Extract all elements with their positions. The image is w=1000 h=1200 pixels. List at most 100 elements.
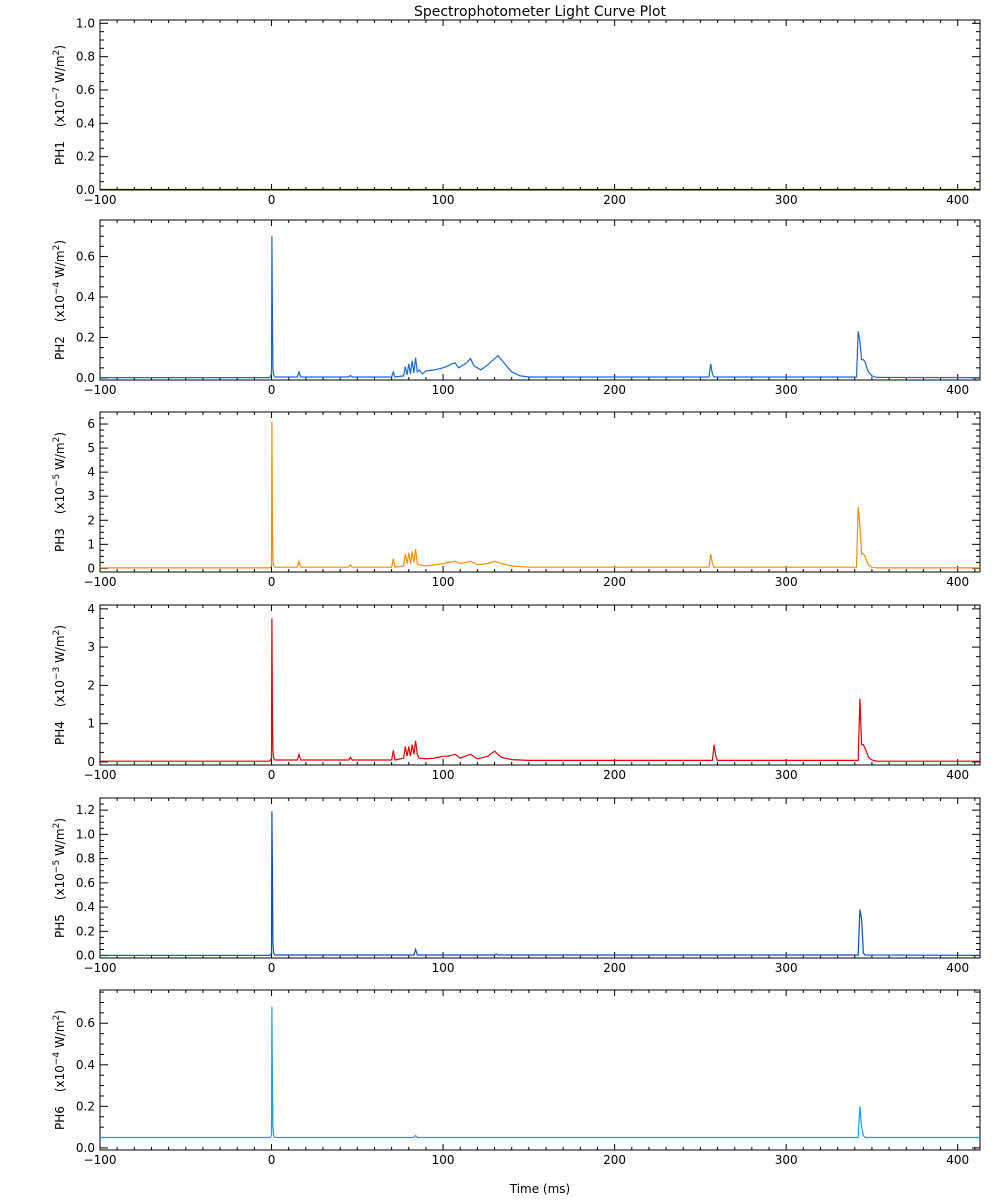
plot-frame bbox=[99, 411, 981, 573]
y-tick-label: 0.8 bbox=[76, 50, 95, 64]
x-tick-label: 200 bbox=[603, 768, 626, 782]
x-tick-label: −100 bbox=[84, 768, 117, 782]
panels: −100 0 100 200 300 4000.00.20.40.60.81.0PH1(x… bbox=[52, 16, 981, 1167]
y-axis-label-ylabel-prefix: PH6 bbox=[53, 1106, 67, 1130]
x-tick-label: 300 bbox=[775, 1153, 798, 1167]
x-tick-label: 400 bbox=[946, 1153, 969, 1167]
y-tick-label: 0.4 bbox=[76, 1058, 95, 1072]
x-tick-label: 100 bbox=[432, 1153, 455, 1167]
y-axis-label: PH6 (x10−4 W/m2) bbox=[52, 1010, 67, 1130]
y-tick-label: 0.2 bbox=[76, 150, 95, 164]
panel-ph6: −100 0 100 200 300 400 0.0 0.2 0.4 0.6 PH6 (x10−4 W… bbox=[52, 989, 981, 1167]
x-tick-label: 0 bbox=[268, 1153, 276, 1167]
y-axis-label-unit-rest: W/m bbox=[53, 442, 67, 473]
y-tick-label: 0.0 bbox=[76, 1141, 95, 1155]
y-axis-label-ylabel-prefix: PH4 bbox=[53, 721, 67, 745]
y-axis-label-ylabel-prefix: PH3 bbox=[53, 528, 67, 552]
x-tick-label: 200 bbox=[603, 193, 626, 207]
y-tick-label: 3 bbox=[87, 640, 95, 654]
y-axis-label-unit-exp: −7 bbox=[52, 87, 62, 100]
x-tick-label: 0 bbox=[268, 193, 276, 207]
y-axis-label-unit-base: (x10 bbox=[53, 487, 67, 514]
y-tick-label: 5 bbox=[87, 441, 95, 455]
y-tick-label: 0.0 bbox=[76, 371, 95, 385]
x-tick-label: −100 bbox=[84, 193, 117, 207]
x-tick-label: 300 bbox=[775, 768, 798, 782]
y-axis-label-unit-close: ) bbox=[53, 625, 67, 630]
y-axis-label-unit-rest: W/m bbox=[53, 250, 67, 281]
x-tick-label: 100 bbox=[432, 961, 455, 975]
y-tick-label: 0.8 bbox=[76, 852, 95, 866]
y-axis-label-ylabel-prefix: PH5 bbox=[53, 914, 67, 938]
x-tick-label: 100 bbox=[432, 768, 455, 782]
x-tick-label: 400 bbox=[946, 961, 969, 975]
y-axis-label-unit-sq: 2 bbox=[52, 823, 62, 829]
y-tick-label: 3 bbox=[87, 489, 95, 503]
y-tick-label: 4 bbox=[87, 602, 95, 616]
x-tick-label: −100 bbox=[84, 961, 117, 975]
plot-frame bbox=[99, 19, 981, 191]
series-line-ph4 bbox=[100, 618, 980, 762]
plot-frame bbox=[99, 989, 981, 1151]
y-tick-label: 0.6 bbox=[76, 249, 95, 263]
x-tick-label: 200 bbox=[603, 575, 626, 589]
x-tick-label: 100 bbox=[432, 383, 455, 397]
x-tick-label: −100 bbox=[84, 575, 117, 589]
y-axis-label-unit-close: ) bbox=[53, 45, 67, 50]
y-axis-label-unit-sq: 2 bbox=[52, 437, 62, 443]
x-tick-label: 0 bbox=[268, 961, 276, 975]
panel-ph1: −100 0 100 200 300 400 0.0 0.2 0.4 0.6 0.8 1.0 PH1 (x… bbox=[52, 16, 981, 207]
x-tick-label: 100 bbox=[432, 193, 455, 207]
y-axis-label-ylabel-prefix: PH2 bbox=[53, 336, 67, 360]
y-axis-label-unit-rest: W/m bbox=[53, 635, 67, 666]
y-tick-label: 0.4 bbox=[76, 900, 95, 914]
x-tick-label: −100 bbox=[84, 383, 117, 397]
plot-frame bbox=[99, 604, 981, 766]
x-tick-label: −100 bbox=[84, 1153, 117, 1167]
y-tick-label: 6 bbox=[87, 417, 95, 431]
y-axis-label-unit-exp: −5 bbox=[52, 474, 62, 487]
plot-frame bbox=[99, 797, 981, 959]
y-axis-label-unit-exp: −3 bbox=[52, 667, 62, 680]
y-tick-label: 0.2 bbox=[76, 924, 95, 938]
y-tick-label: 4 bbox=[87, 465, 95, 479]
y-tick-label: 0.0 bbox=[76, 183, 95, 197]
y-tick-label: 1.2 bbox=[76, 803, 95, 817]
x-tick-label: 400 bbox=[946, 575, 969, 589]
y-axis-label-unit-close: ) bbox=[53, 240, 67, 245]
x-tick-label: 0 bbox=[268, 768, 276, 782]
y-axis-label: PH1 (x10−7 W/m2) bbox=[52, 45, 67, 165]
y-tick-label: 1.0 bbox=[76, 827, 95, 841]
y-tick-label: 1.0 bbox=[76, 16, 95, 30]
y-axis-label-unit-base: (x10 bbox=[53, 1065, 67, 1092]
y-axis-label-unit-close: ) bbox=[53, 432, 67, 437]
series-line-ph3 bbox=[100, 421, 980, 569]
y-tick-label: 0.2 bbox=[76, 330, 95, 344]
x-tick-label: 0 bbox=[268, 575, 276, 589]
series-line-ph6 bbox=[100, 1006, 980, 1139]
x-tick-label: 400 bbox=[946, 383, 969, 397]
y-axis-label-unit-base: (x10 bbox=[53, 100, 67, 127]
x-tick-label: 200 bbox=[603, 383, 626, 397]
y-axis-label-unit-base: (x10 bbox=[53, 680, 67, 707]
y-tick-label: 1 bbox=[87, 537, 95, 551]
y-tick-label: 0.6 bbox=[76, 83, 95, 97]
y-tick-label: 0 bbox=[87, 561, 95, 575]
y-axis-label-ylabel-prefix: PH1 bbox=[53, 141, 67, 165]
y-tick-label: 2 bbox=[87, 678, 95, 692]
y-axis-label-unit-base: (x10 bbox=[53, 873, 67, 900]
x-tick-label: 300 bbox=[775, 193, 798, 207]
chart-title: Spectrophotometer Light Curve Plot bbox=[414, 4, 667, 20]
x-tick-label: 0 bbox=[268, 383, 276, 397]
x-tick-label: 100 bbox=[432, 575, 455, 589]
panel-ph2: −100 0 100 200 300 400 0.0 0.2 0.4 0.6 PH2 (x10−4 W… bbox=[52, 219, 981, 397]
x-tick-label: 300 bbox=[775, 961, 798, 975]
y-axis-label-unit-close: ) bbox=[53, 818, 67, 823]
y-axis-label-unit-rest: W/m bbox=[53, 1020, 67, 1051]
y-tick-label: 0.4 bbox=[76, 116, 95, 130]
y-axis-label-unit-exp: −4 bbox=[52, 1052, 62, 1066]
y-axis-label-unit-rest: W/m bbox=[53, 55, 67, 86]
y-axis-label: PH5 (x10−5 W/m2) bbox=[52, 818, 67, 938]
